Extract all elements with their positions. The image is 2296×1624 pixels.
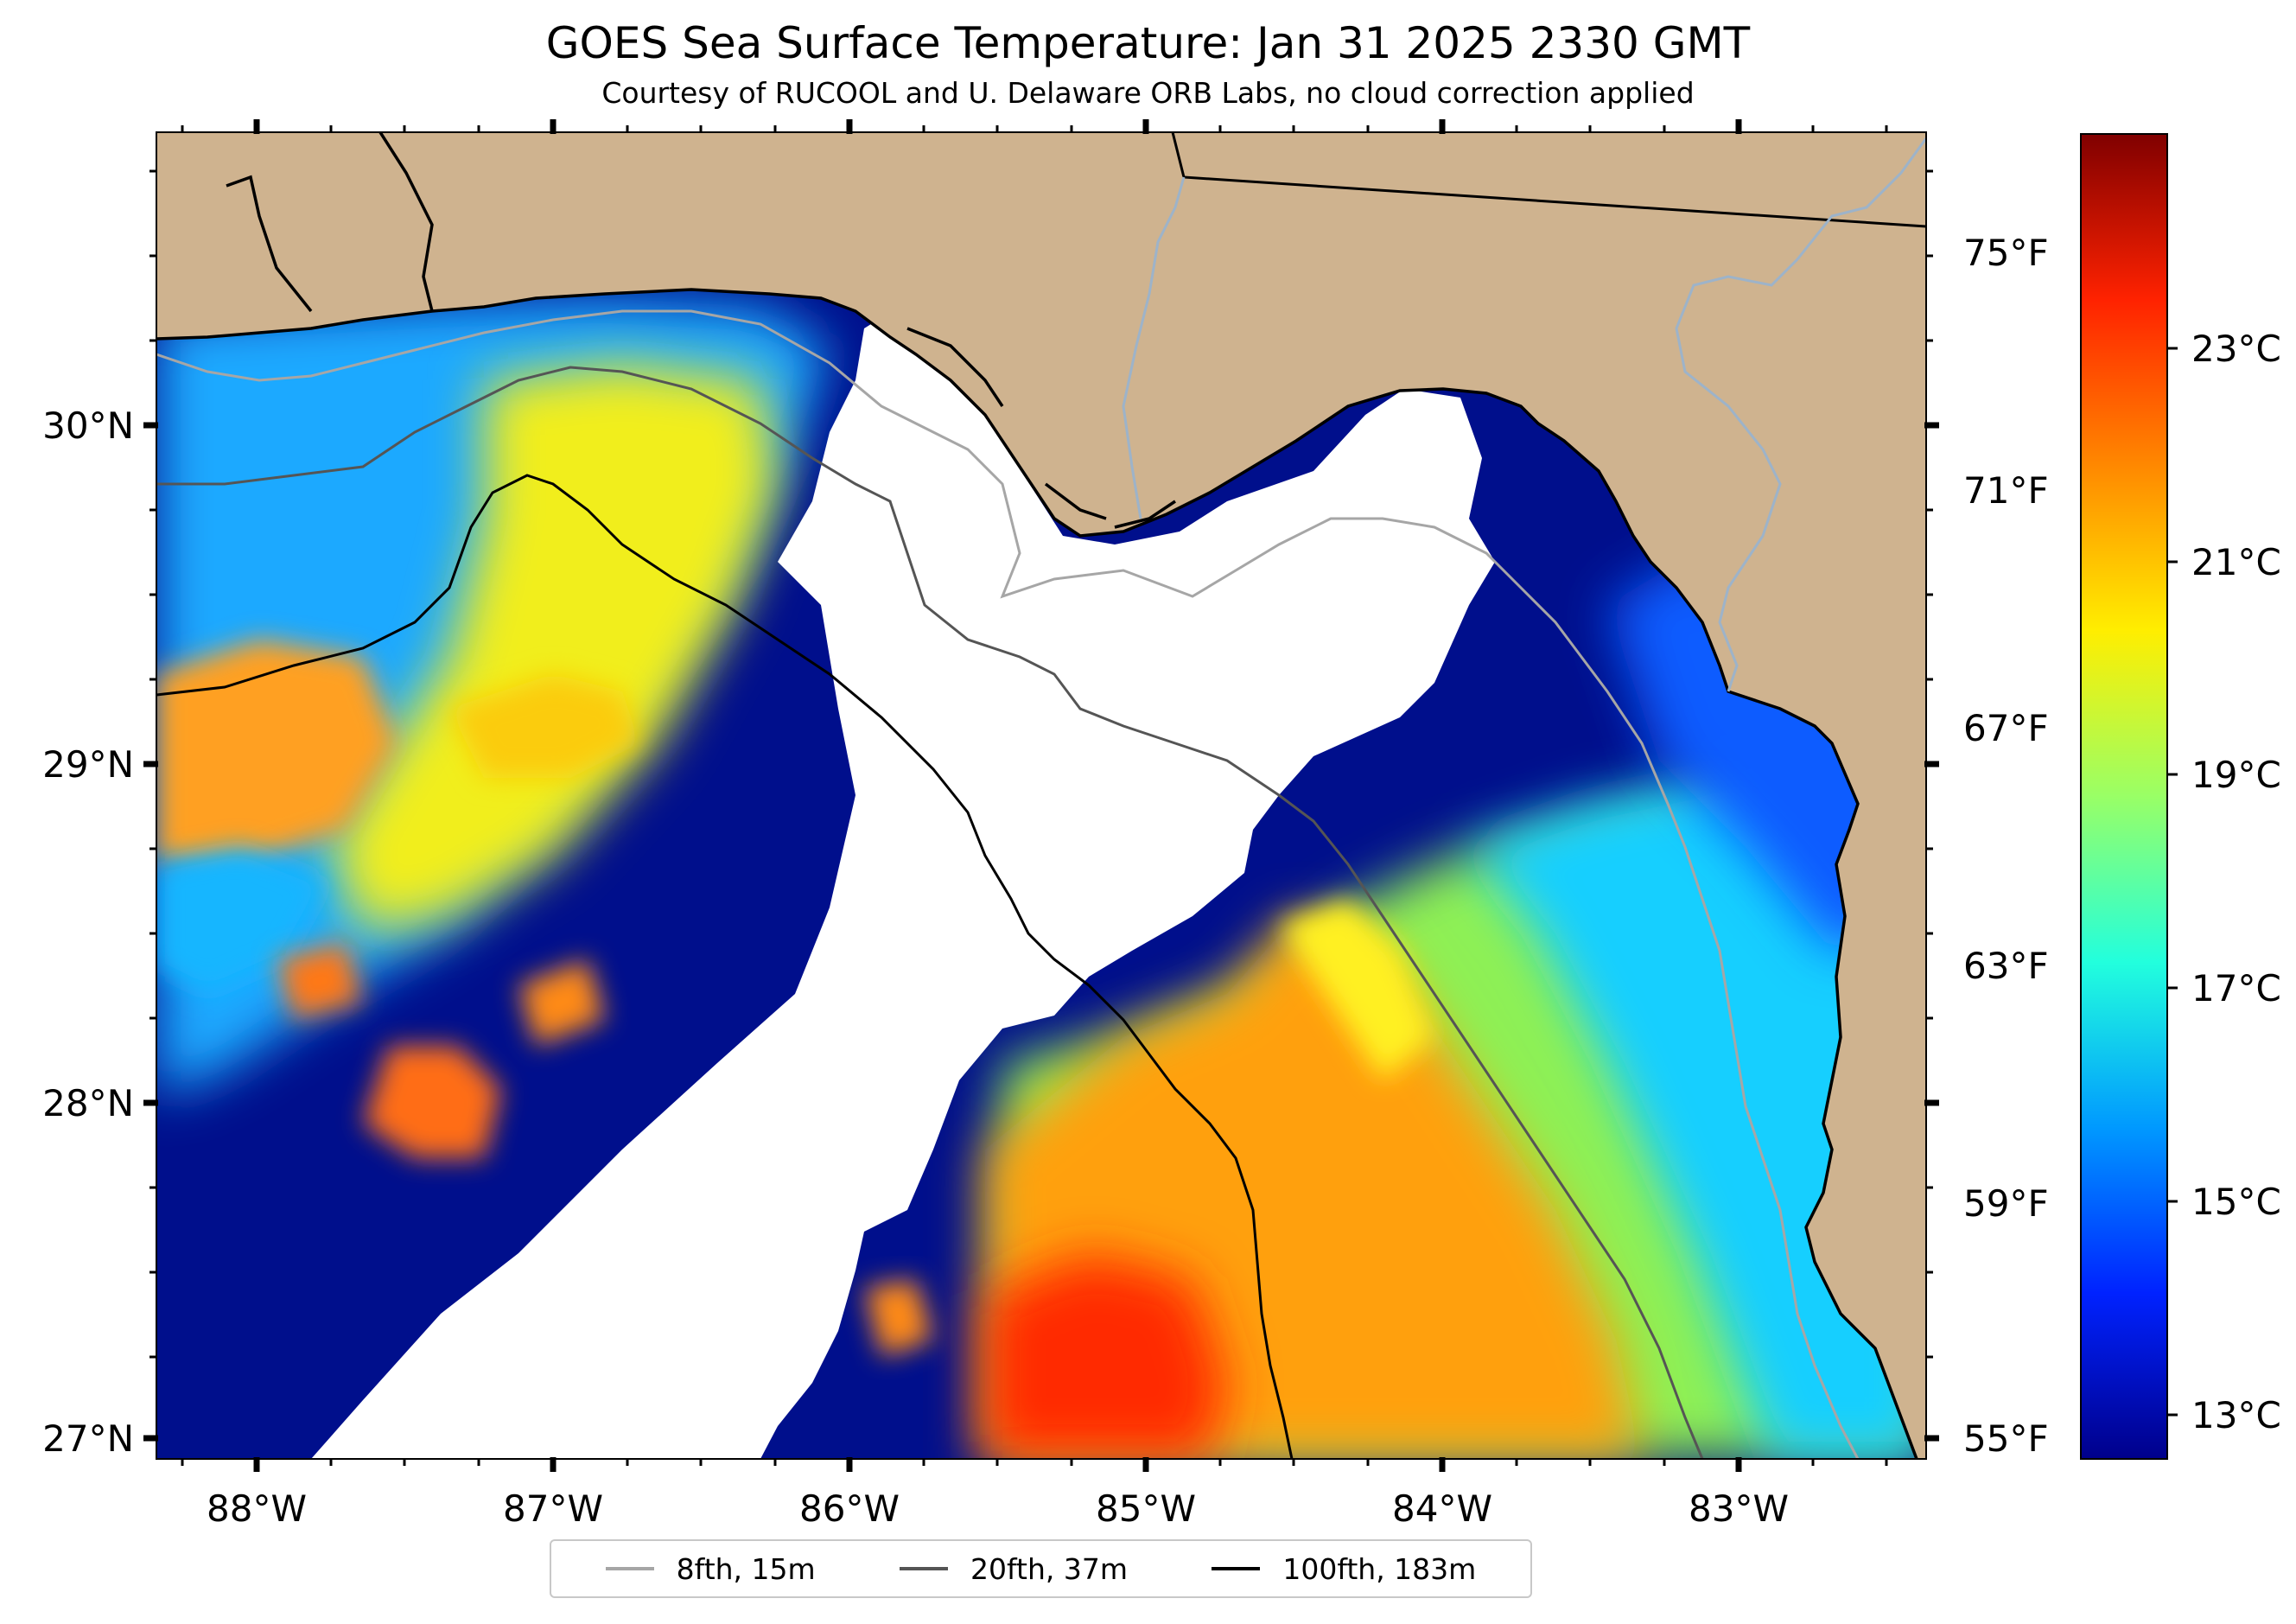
legend-swatch-8fth xyxy=(605,1567,654,1570)
sst-field-east xyxy=(864,553,1926,1459)
fahrenheit-labels: 75°F 71°F 67°F 63°F 59°F 55°F xyxy=(1963,232,2049,1460)
isobath-8fth xyxy=(156,309,1860,1459)
lon-label: 83°W xyxy=(1689,1487,1789,1530)
fahrenheit-label: 71°F xyxy=(1963,469,2049,512)
latitude-labels: 30°N 29°N 28°N 27°N xyxy=(42,404,134,1460)
longitude-labels: 88°W 87°W 86°W 85°W 84°W 83°W xyxy=(207,1487,1789,1530)
lat-label: 27°N xyxy=(42,1417,134,1460)
map-title: GOES Sea Surface Temperature: Jan 31 202… xyxy=(545,18,1751,68)
colorbar-label: 23°C xyxy=(2191,328,2281,370)
legend-item-20fth: 20fth, 37m xyxy=(900,1552,1128,1586)
rivers xyxy=(1122,137,1926,692)
no-data-area xyxy=(311,307,1495,1459)
fahrenheit-label: 63°F xyxy=(1963,945,2049,987)
fahrenheit-label: 67°F xyxy=(1963,707,2049,749)
lat-label: 29°N xyxy=(42,743,134,786)
lat-label: 28°N xyxy=(42,1082,134,1124)
lat-label: 30°N xyxy=(42,404,134,447)
map-frame xyxy=(156,131,1927,1460)
legend-label: 8fth, 15m xyxy=(676,1551,816,1586)
land-mass xyxy=(156,132,1926,1459)
frame-ticks xyxy=(143,119,1939,1472)
lon-label: 88°W xyxy=(207,1487,307,1530)
legend-swatch-100fth xyxy=(1212,1567,1261,1570)
sst-field-west xyxy=(156,298,830,1158)
legend-swatch-20fth xyxy=(900,1567,948,1570)
legend-item-8fth: 8fth, 15m xyxy=(605,1551,816,1586)
map-content xyxy=(156,132,1926,1459)
colorbar-label: 17°C xyxy=(2191,967,2281,1009)
isobath-20fth xyxy=(156,366,1704,1459)
colorbar: 23°C 21°C 19°C 17°C 15°C 13°C xyxy=(2080,133,2281,1460)
legend-label: 100fth, 183m xyxy=(1282,1551,1477,1586)
fahrenheit-label: 75°F xyxy=(1963,232,2049,274)
lon-label: 87°W xyxy=(503,1487,603,1530)
colorbar-label: 13°C xyxy=(2191,1394,2281,1436)
colorbar-label: 19°C xyxy=(2191,754,2281,796)
colorbar-bar xyxy=(2080,133,2168,1460)
fahrenheit-label: 59°F xyxy=(1963,1182,2049,1225)
coastline xyxy=(156,132,1918,1459)
legend-item-100fth: 100fth, 183m xyxy=(1212,1552,1476,1586)
colorbar-label: 21°C xyxy=(2191,541,2281,583)
lon-label: 85°W xyxy=(1096,1487,1196,1530)
map-subtitle: Courtesy of RUCOOL and U. Delaware ORB L… xyxy=(601,76,1695,110)
fahrenheit-label: 55°F xyxy=(1963,1417,2049,1460)
colorbar-label: 15°C xyxy=(2191,1181,2281,1223)
lon-label: 86°W xyxy=(799,1487,900,1530)
lon-label: 84°W xyxy=(1392,1487,1492,1530)
isobath-legend: 8fth, 15m 20fth, 37m 100fth, 183m xyxy=(550,1539,1532,1598)
isobath-100fth xyxy=(156,474,1294,1459)
legend-label: 20fth, 37m xyxy=(970,1551,1128,1586)
